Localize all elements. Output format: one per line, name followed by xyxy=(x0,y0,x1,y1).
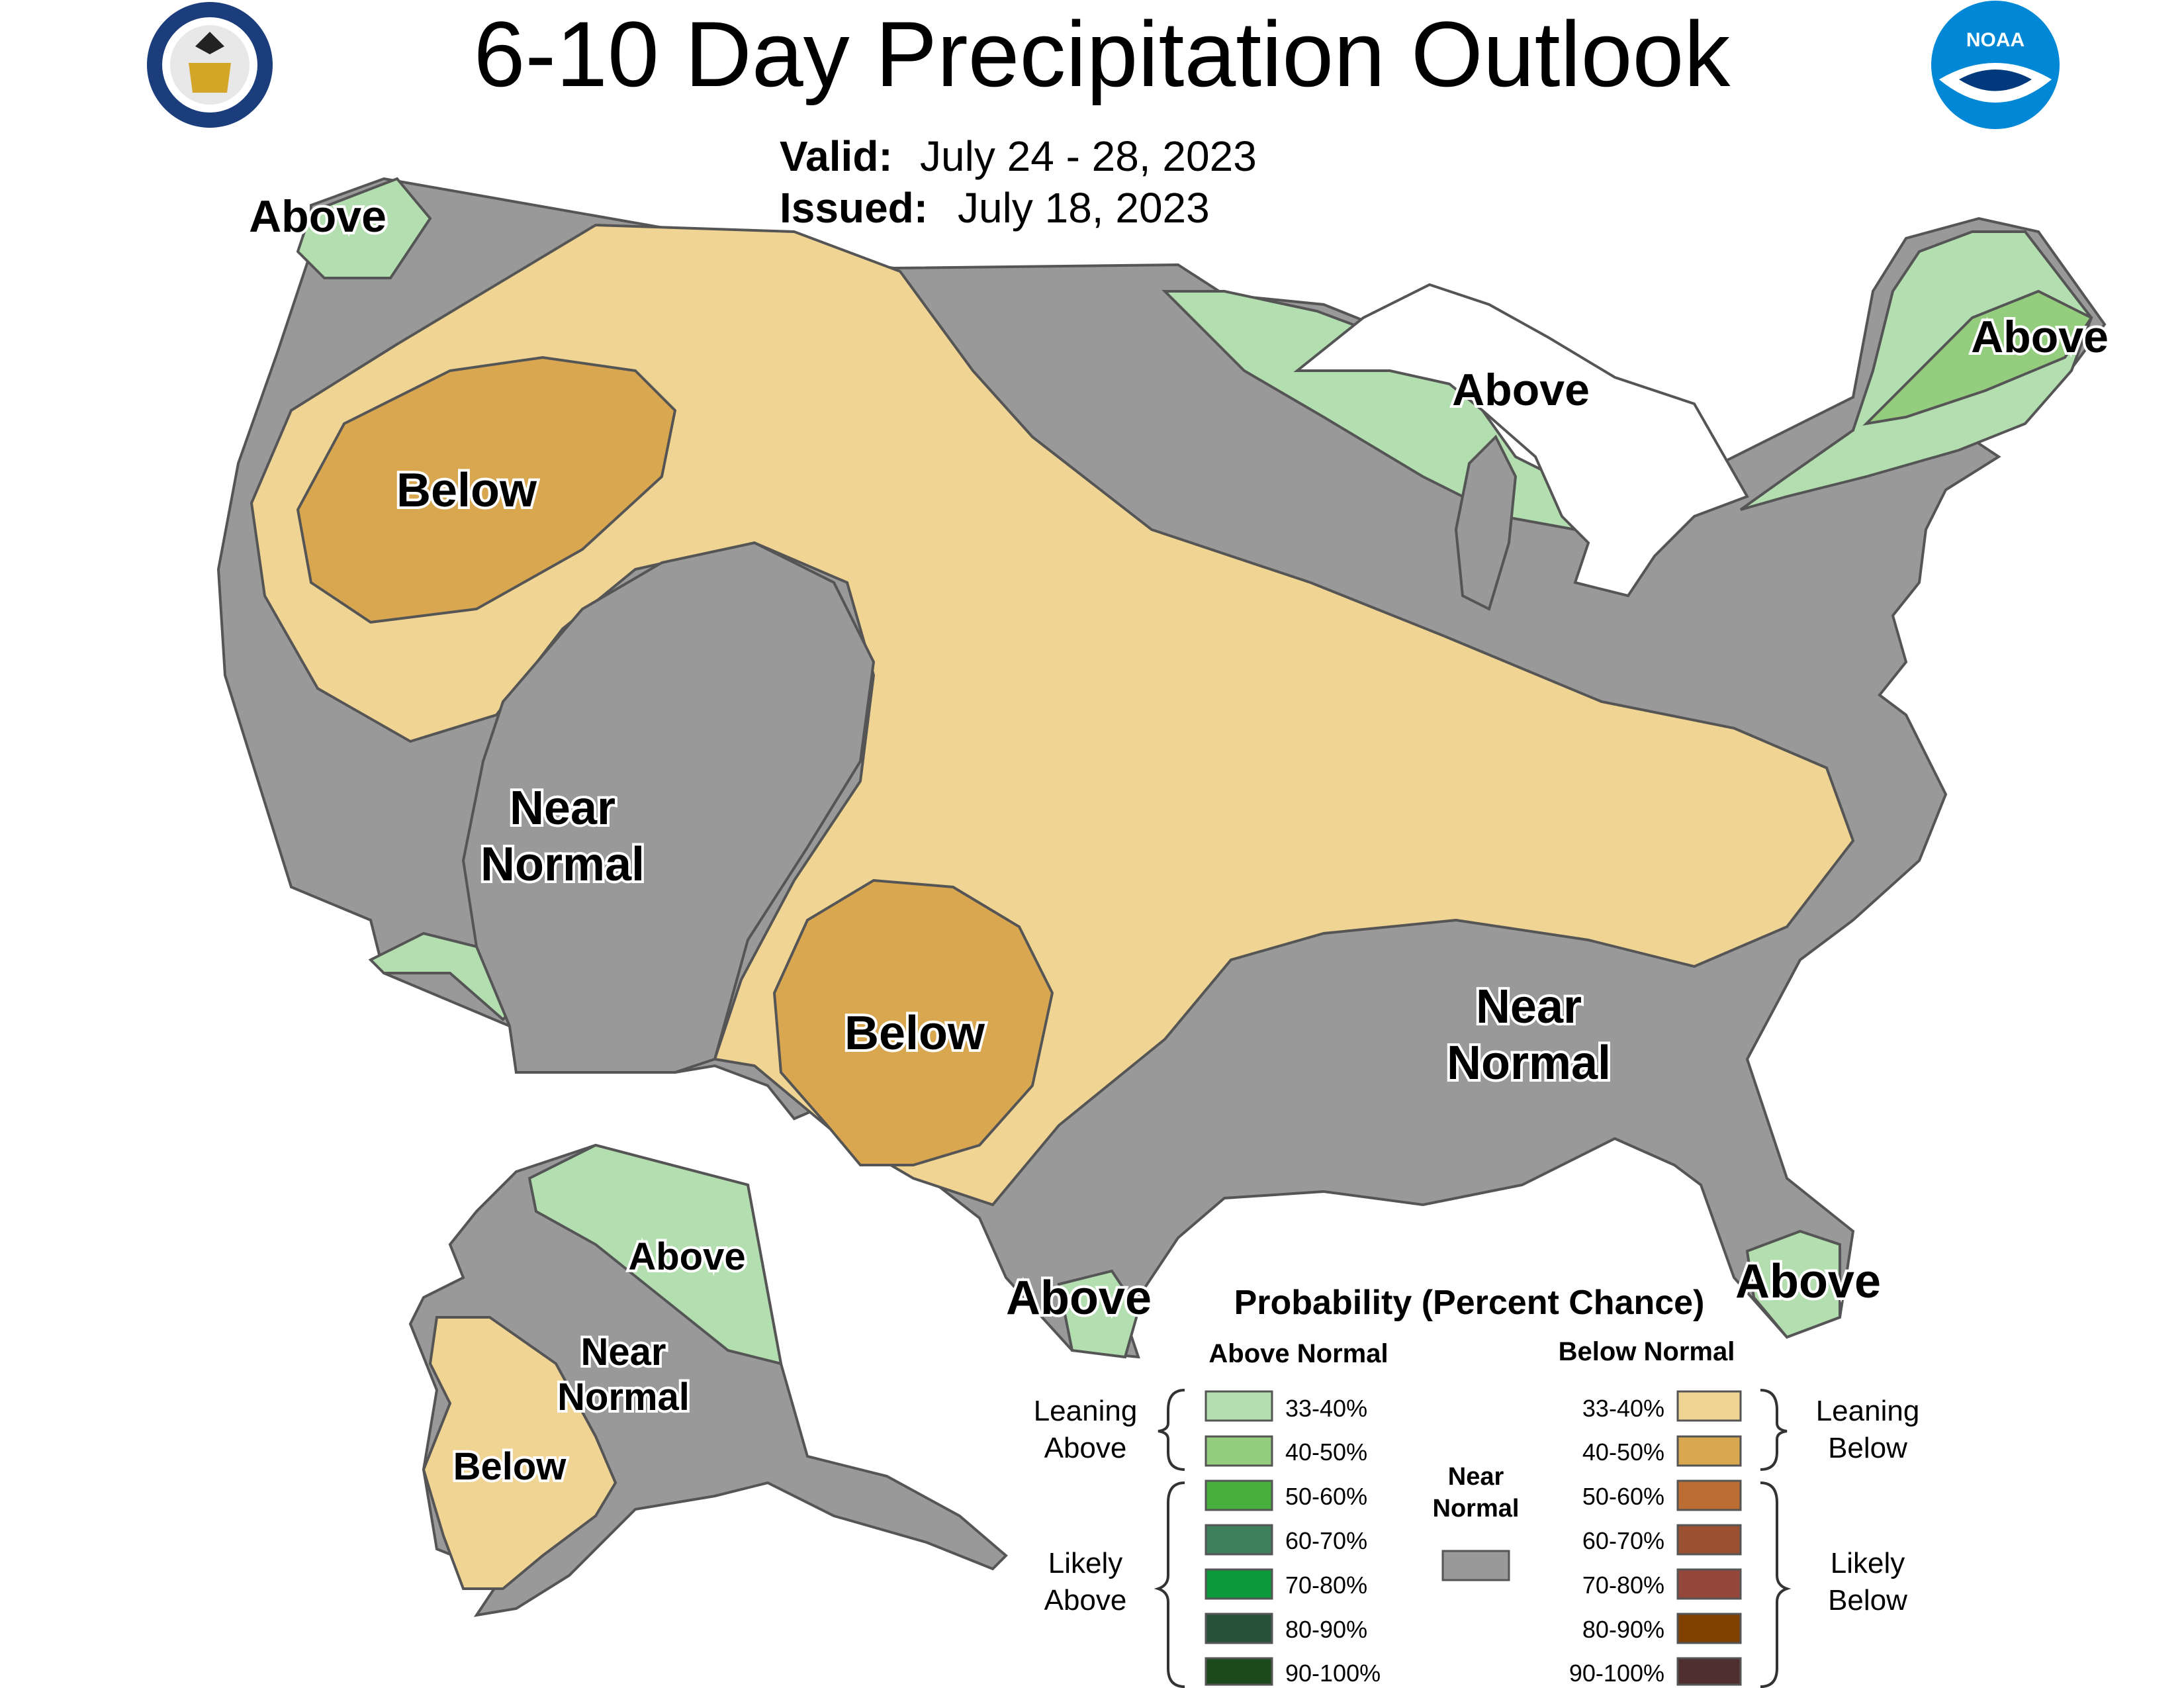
region-basin-near xyxy=(461,541,876,1074)
legend-above-label-7: 90-100% xyxy=(1285,1660,1381,1687)
legend-above-swatches xyxy=(1205,1390,1273,1686)
legend-above-labels: 33-40% 40-50% 50-60% 60-70% 70-80% 80-90… xyxy=(1285,1395,1381,1687)
legend-likely-above-2: Above xyxy=(1044,1584,1127,1617)
label-ak-near: Near xyxy=(581,1331,666,1374)
region-fl-above xyxy=(1745,1229,1841,1339)
legend-leaning-above-1: Leaning xyxy=(1034,1395,1138,1427)
legend-below-label-2: 40-50% xyxy=(1582,1438,1664,1466)
label-sw-normal: Normal xyxy=(480,838,645,891)
legend-below-label-6: 80-90% xyxy=(1582,1616,1664,1643)
legend-above-swatch-2 xyxy=(1205,1435,1273,1467)
noaa-logo-icon: NOAA xyxy=(1931,1,2060,129)
region-nw-below-40 xyxy=(296,355,677,624)
legend-above-label-3: 50-60% xyxy=(1285,1483,1367,1510)
legend-likely-above-1: Likely xyxy=(1048,1547,1123,1579)
region-maine-above-40 xyxy=(1862,289,2093,426)
valid-dates: July 24 - 28, 2023 xyxy=(920,132,1257,180)
noaa-logo-text: NOAA xyxy=(1966,29,2025,51)
legend-below-label-1: 33-40% xyxy=(1582,1395,1664,1422)
legend-above-swatch-1 xyxy=(1205,1390,1273,1422)
legend-above-swatch-5 xyxy=(1205,1568,1273,1600)
label-fl-above: Above xyxy=(1735,1255,1881,1308)
legend-above-header: Above Normal xyxy=(1208,1339,1388,1368)
legend-near-line1: Near xyxy=(1448,1463,1504,1491)
legend-above-label-6: 80-90% xyxy=(1285,1616,1367,1643)
label-maine-above: Above xyxy=(1971,312,2109,362)
legend-below-labels: 33-40% 40-50% 50-60% 60-70% 70-80% 80-90… xyxy=(1569,1395,1664,1687)
region-tx-coast-above xyxy=(1057,1269,1140,1359)
region-pacnw-above xyxy=(296,177,432,279)
region-ne-above xyxy=(1739,230,2093,511)
legend-below-label-7: 90-100% xyxy=(1569,1660,1664,1687)
legend-above-swatch-4 xyxy=(1205,1524,1273,1556)
legend-near-swatch xyxy=(1441,1550,1510,1581)
legend-near-line2: Normal xyxy=(1433,1495,1520,1523)
label-nw-below: Below xyxy=(396,464,537,517)
page-title: 6-10 Day Precipitation Outlook xyxy=(474,2,1731,106)
legend-below-swatch-7 xyxy=(1676,1657,1742,1686)
label-pacnw-above: Above xyxy=(249,191,387,242)
label-se-near: Near xyxy=(1476,980,1582,1033)
legend-braces xyxy=(1154,1389,1792,1688)
label-sw-near: Near xyxy=(510,782,615,835)
legend-below-swatch-2 xyxy=(1676,1435,1742,1467)
legend-above-swatch-7 xyxy=(1205,1657,1273,1686)
legend-below-label-4: 60-70% xyxy=(1582,1527,1664,1554)
label-ak-above: Above xyxy=(628,1235,745,1278)
brace-likely-above xyxy=(1154,1481,1185,1688)
legend-below-swatch-1 xyxy=(1676,1390,1742,1422)
legend-below-swatch-4 xyxy=(1676,1524,1742,1556)
brace-leaning-above xyxy=(1158,1389,1185,1471)
label-glakes-above: Above xyxy=(1452,365,1590,415)
legend-below-swatches xyxy=(1676,1390,1742,1686)
legend-above-label-2: 40-50% xyxy=(1285,1438,1367,1466)
legend-below-label-5: 70-80% xyxy=(1582,1571,1664,1599)
legend-above-label-1: 33-40% xyxy=(1285,1395,1367,1422)
legend-below-swatch-3 xyxy=(1676,1479,1742,1511)
great-lakes-water xyxy=(1293,283,1749,598)
legend-title: Probability (Percent Chance) xyxy=(1234,1284,1705,1322)
legend-above-label-5: 70-80% xyxy=(1285,1571,1367,1599)
label-ak-below: Below xyxy=(453,1445,567,1488)
legend-likely-below-2: Below xyxy=(1828,1584,1907,1617)
legend-below-swatch-5 xyxy=(1676,1568,1742,1600)
region-ak-above xyxy=(527,1143,783,1366)
label-tx-above: Above xyxy=(1006,1272,1152,1325)
issued-date: July 18, 2023 xyxy=(958,184,1210,232)
label-ak-normal: Normal xyxy=(557,1376,690,1419)
valid-label: Valid: xyxy=(780,132,893,180)
legend-leaning-above-2: Above xyxy=(1044,1432,1127,1464)
legend-below-label-3: 50-60% xyxy=(1582,1483,1664,1510)
legend-below-swatch-6 xyxy=(1676,1613,1742,1644)
legend-below-header: Below Normal xyxy=(1559,1337,1735,1366)
label-se-normal: Normal xyxy=(1447,1037,1611,1090)
legend-leaning-below-2: Below xyxy=(1828,1432,1907,1464)
issued-label: Issued: xyxy=(780,184,928,232)
region-tx-below-40 xyxy=(772,878,1054,1166)
legend-above-label-4: 60-70% xyxy=(1285,1527,1367,1554)
brace-leaning-below xyxy=(1760,1389,1788,1471)
department-of-commerce-seal-icon xyxy=(147,2,273,128)
legend-above-swatch-3 xyxy=(1205,1479,1273,1511)
lake-michigan xyxy=(1454,434,1518,611)
brace-likely-below xyxy=(1760,1481,1792,1688)
legend-likely-below-1: Likely xyxy=(1831,1547,1905,1579)
label-tx-below: Below xyxy=(844,1007,985,1060)
legend-above-swatch-6 xyxy=(1205,1613,1273,1644)
legend-leaning-below-1: Leaning xyxy=(1816,1395,1920,1427)
region-ak-below xyxy=(422,1316,617,1590)
